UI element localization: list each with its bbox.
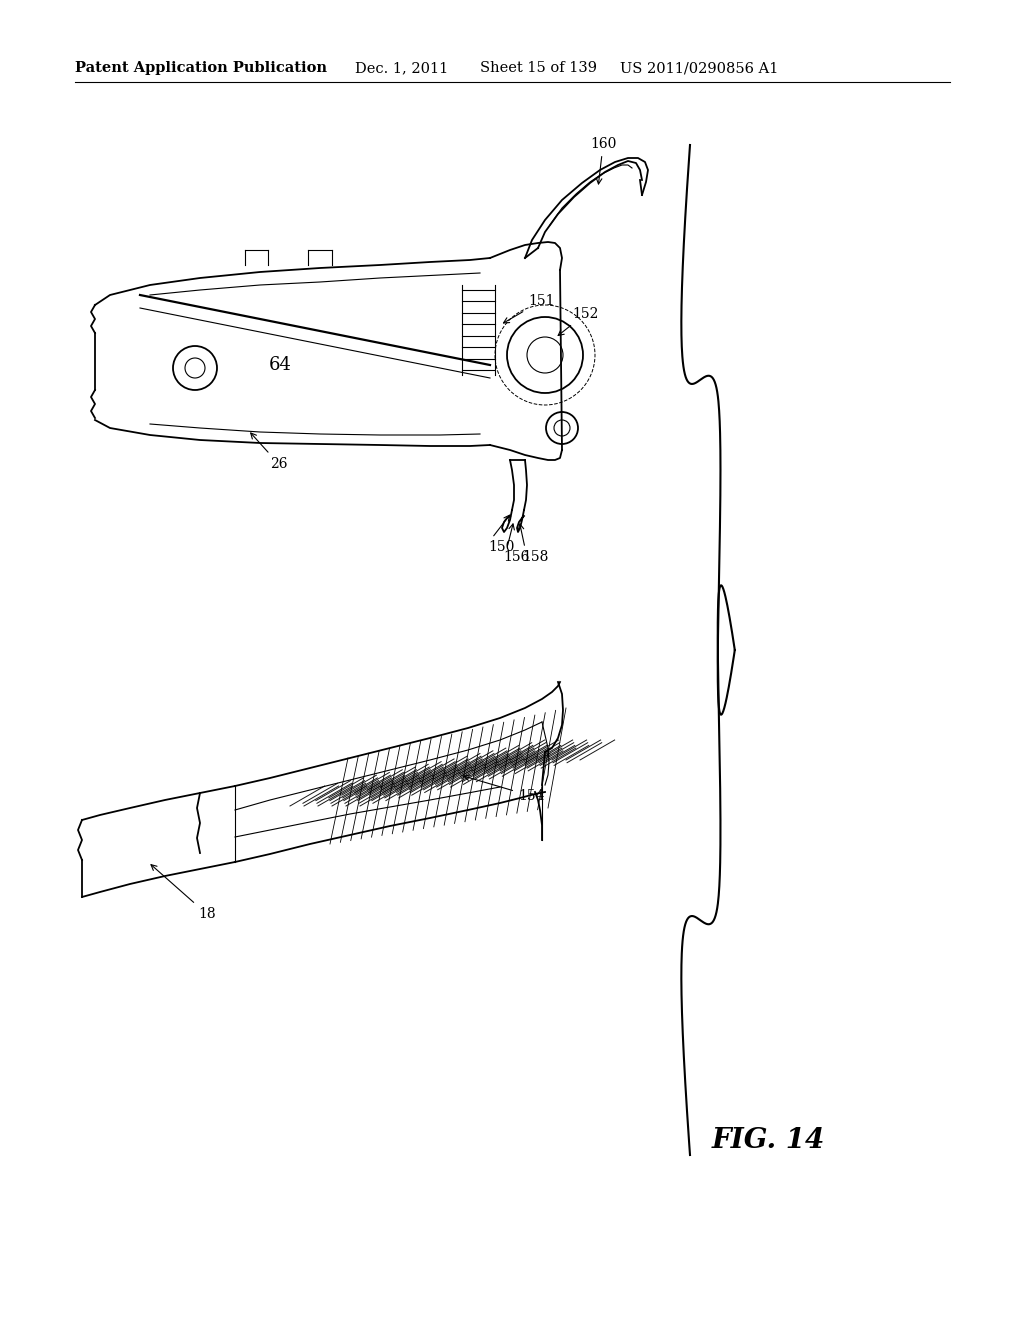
Text: US 2011/0290856 A1: US 2011/0290856 A1 xyxy=(620,61,778,75)
Text: 64: 64 xyxy=(268,356,292,374)
Text: 152: 152 xyxy=(558,308,598,335)
Text: 26: 26 xyxy=(251,433,288,471)
Text: Patent Application Publication: Patent Application Publication xyxy=(75,61,327,75)
Text: 18: 18 xyxy=(151,865,216,921)
Text: FIG. 14: FIG. 14 xyxy=(712,1126,825,1154)
Text: Dec. 1, 2011: Dec. 1, 2011 xyxy=(355,61,449,75)
Text: 160: 160 xyxy=(590,137,616,183)
Text: Sheet 15 of 139: Sheet 15 of 139 xyxy=(480,61,597,75)
Text: 156: 156 xyxy=(503,550,529,564)
Text: 150: 150 xyxy=(488,540,514,554)
Text: 151: 151 xyxy=(504,294,555,323)
Text: 158: 158 xyxy=(522,550,549,564)
Text: 154: 154 xyxy=(464,775,545,803)
